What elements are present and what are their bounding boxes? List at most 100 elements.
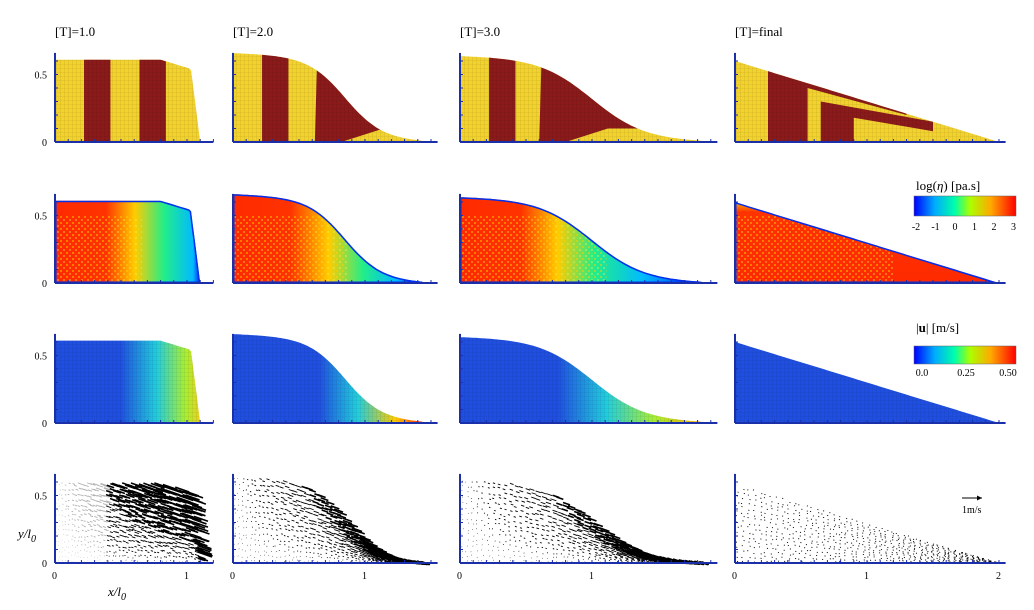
velocity-vector <box>594 546 599 549</box>
velocity-vector <box>124 525 130 529</box>
velocity-vector <box>335 553 337 556</box>
velocity-vector <box>308 488 317 493</box>
ytick-label-0.5: 0.5 <box>35 212 48 223</box>
velocity-vector <box>324 545 328 548</box>
velocity-vector <box>595 551 598 554</box>
velocity-vector <box>305 541 308 543</box>
velocity-vector <box>168 541 174 545</box>
velocity-vector <box>77 505 81 507</box>
viscosity-field <box>460 197 705 283</box>
velocity-vector <box>525 520 528 523</box>
colorbar-velocity: |u| [m/s] 0.0 0.25 0.50 <box>913 320 1017 379</box>
velocity-vector <box>552 517 557 520</box>
velocity-vector <box>604 530 616 536</box>
velocity-vector <box>124 484 136 490</box>
velocity-vector <box>615 553 621 557</box>
velocity-vector <box>115 525 120 529</box>
colorbar-velocity-tick: 0.50 <box>999 368 1017 379</box>
velocity-vector <box>97 534 101 537</box>
velocity-vector <box>625 559 628 562</box>
velocity-vector <box>71 510 74 513</box>
velocity-vector <box>193 521 209 528</box>
velocity-vector <box>520 529 523 532</box>
velocity-vector <box>262 484 266 487</box>
velocity-vector <box>168 487 184 494</box>
velocity-vector <box>135 495 146 501</box>
velocity-vector <box>350 550 355 553</box>
velocity-vector <box>136 530 142 534</box>
velocity-vector <box>150 546 154 549</box>
velocity-vector <box>510 510 513 512</box>
velocity-vector <box>608 554 612 557</box>
velocity-vector <box>520 510 524 512</box>
velocity-vector <box>90 483 96 486</box>
velocity-vector <box>150 541 155 544</box>
velocity-vector <box>318 513 325 517</box>
velocity-vector <box>140 528 147 532</box>
velocity-vector <box>292 500 297 503</box>
velocity-vector <box>295 485 302 488</box>
velocity-vector <box>84 484 89 488</box>
velocity-vector <box>87 529 90 532</box>
velocity-vector <box>266 489 270 491</box>
velocity-vector <box>299 509 304 512</box>
vector-scale-arrowhead <box>977 495 982 501</box>
velocity-vector <box>525 488 531 491</box>
velocity-vector <box>316 505 323 510</box>
velocity-field <box>233 334 425 423</box>
velocity-vector <box>267 485 271 488</box>
velocity-vector <box>576 541 581 544</box>
velocity-vector <box>362 542 372 548</box>
velocity-vector <box>582 526 589 531</box>
velocity-vector <box>291 519 295 522</box>
velocity-vector <box>188 528 199 534</box>
velocity-vector <box>561 530 566 533</box>
velocity-vector <box>583 545 587 548</box>
velocity-vector <box>80 514 83 516</box>
velocity-vector <box>542 537 545 540</box>
velocity-vector <box>603 541 610 546</box>
velocity-vector <box>178 546 183 549</box>
velocity-vector <box>162 528 170 533</box>
velocity-vector <box>556 502 563 506</box>
column-title: [T]=1.0 <box>55 24 95 39</box>
velocity-vector <box>96 500 102 504</box>
velocity-vector <box>118 484 128 490</box>
velocity-vector <box>546 529 550 532</box>
velocity-vector <box>546 534 549 537</box>
velocity-vector <box>487 482 490 485</box>
velocity-vector <box>115 494 124 499</box>
velocity-vector <box>304 521 309 524</box>
velocity-vector <box>588 543 593 547</box>
panel-vectors-1: 0.5 00 1 <box>35 473 214 582</box>
mesh-grid <box>735 61 999 142</box>
velocity-vector <box>600 532 610 538</box>
velocity-vector <box>355 557 358 560</box>
velocity-vector <box>531 513 536 516</box>
velocity-vector <box>103 484 111 489</box>
velocity-vector <box>197 548 213 556</box>
velocity-vector <box>362 559 364 561</box>
velocity-vector <box>550 539 554 541</box>
velocity-vector <box>67 499 70 502</box>
velocity-vector <box>162 510 173 516</box>
velocity-vector <box>135 540 140 543</box>
velocity-vector <box>526 492 532 495</box>
velocity-vector <box>134 545 137 548</box>
velocity-vector <box>74 494 78 497</box>
velocity-vector <box>134 484 147 491</box>
velocity-vector <box>531 492 537 495</box>
velocity-vector <box>303 506 309 510</box>
velocity-vector <box>144 500 156 506</box>
colorbar-viscosity-tick: -1 <box>931 222 939 233</box>
velocity-vector <box>157 521 166 526</box>
velocity-vector <box>637 560 640 562</box>
velocity-vector <box>274 501 279 503</box>
velocity-vector <box>185 494 200 501</box>
velocity-vector <box>128 539 132 542</box>
velocity-vector <box>185 547 190 550</box>
velocity-vector <box>197 551 213 558</box>
velocity-vector <box>283 535 286 537</box>
velocity-vector <box>272 495 276 498</box>
velocity-vector <box>571 529 577 532</box>
